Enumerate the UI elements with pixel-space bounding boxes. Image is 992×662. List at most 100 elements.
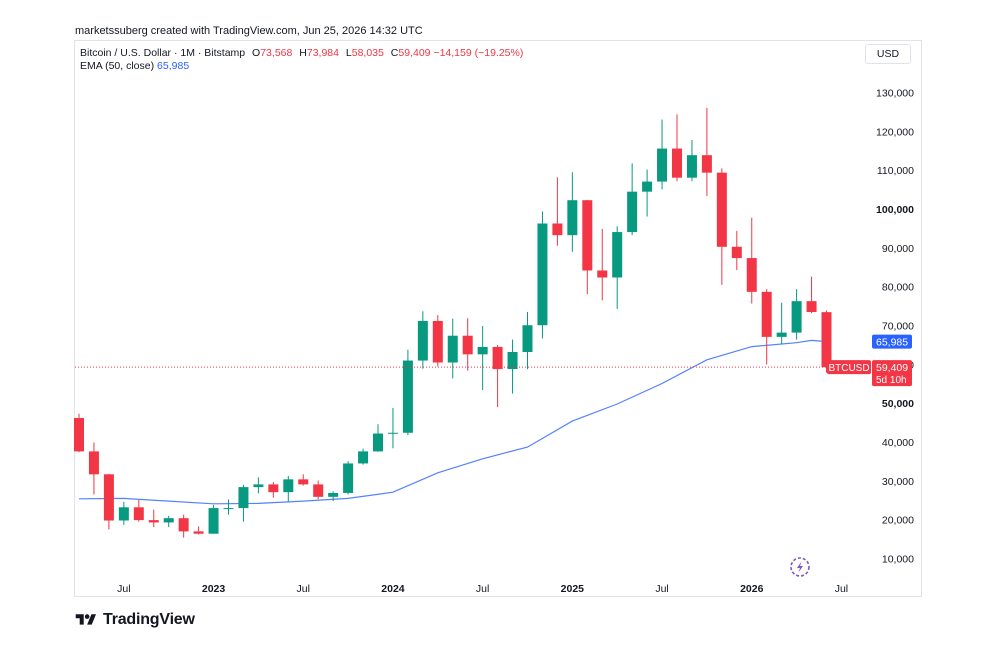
y-tick-label: 100,000 (876, 204, 914, 216)
y-tick-label: 80,000 (882, 282, 914, 294)
x-tick-label: 2023 (202, 583, 226, 595)
countdown-text: 5d 10h (876, 375, 907, 386)
candle (343, 461, 354, 495)
replay-icon[interactable] (790, 557, 810, 577)
tradingview-logo[interactable]: TradingView (74, 611, 195, 629)
chart-credit: marketssuberg created with TradingView.c… (75, 25, 423, 37)
candle (298, 474, 309, 486)
x-tick-label: Jul (835, 583, 848, 595)
candle-body (761, 291, 772, 337)
open-value: 73,568 (260, 47, 293, 59)
ema-price-text: 65,985 (876, 337, 908, 349)
candle-body (657, 148, 668, 182)
candle-body (806, 301, 817, 313)
candle (612, 226, 623, 309)
close-key: C (390, 47, 399, 59)
candle (657, 119, 668, 190)
y-tick-label: 90,000 (882, 243, 914, 255)
ema-line (78, 339, 827, 505)
candle-body (642, 181, 653, 192)
candle (492, 345, 503, 408)
candle-body (477, 346, 488, 355)
x-tick-label: Jul (476, 583, 489, 595)
candle (208, 504, 219, 534)
candle-body (627, 191, 638, 233)
candle-body (537, 223, 548, 326)
candle (103, 473, 114, 530)
currency-button[interactable]: USD (865, 44, 911, 64)
candle (597, 228, 608, 301)
candle (477, 326, 488, 391)
candle (163, 515, 174, 528)
y-tick-label: 40,000 (882, 437, 914, 449)
candle-body (672, 148, 682, 178)
candle-body (507, 352, 518, 370)
tradingview-logo-icon (75, 614, 96, 625)
candle (387, 407, 398, 449)
candle-body (238, 487, 249, 509)
candle (462, 318, 473, 371)
ema-legend-row[interactable]: EMA (50, close) 65,985 (80, 60, 523, 73)
candle (746, 217, 757, 304)
candle-body (387, 432, 398, 434)
candle-body (791, 301, 802, 333)
candle-body (462, 335, 473, 355)
candle-body (208, 508, 219, 534)
candle-body (358, 451, 369, 464)
candle (133, 499, 144, 522)
candle (178, 514, 189, 538)
candle (627, 163, 638, 236)
low-key: L (345, 47, 352, 59)
candle (238, 484, 249, 522)
candle (582, 199, 593, 295)
candle (761, 289, 772, 365)
candle-body (612, 232, 623, 278)
candle (522, 312, 533, 370)
candle (402, 349, 413, 436)
candle (417, 311, 428, 369)
x-axis[interactable]: Jul 2023 Jul 2024 Jul 2025 Jul 2026 Jul (117, 583, 848, 595)
y-tick-label: 20,000 (882, 515, 914, 527)
candle (373, 424, 383, 452)
candle (552, 177, 563, 246)
x-tick-label: 2026 (740, 583, 764, 595)
candle (686, 140, 697, 182)
candle-body (402, 360, 413, 433)
candle (447, 318, 458, 379)
candle-body (776, 332, 787, 337)
candle (567, 172, 578, 252)
candle (358, 448, 369, 465)
candle (701, 107, 712, 196)
last-price-tag (872, 360, 912, 387)
high-key: H (299, 47, 307, 59)
candle-body (343, 463, 354, 493)
candle-body (447, 335, 458, 363)
symbol-legend-row[interactable]: Bitcoin / U.S. Dollar · 1M · Bitstamp O7… (80, 47, 523, 60)
candle (223, 499, 234, 515)
symbol-name-tag (827, 360, 871, 375)
candle-body (701, 155, 712, 173)
x-tick-label: 2025 (561, 583, 585, 595)
y-axis[interactable]: 10,00020,00030,00040,00050,00060,00070,0… (876, 88, 914, 566)
candle (283, 475, 294, 502)
ema-label: EMA (50, close) (80, 60, 155, 72)
candle-body (522, 325, 533, 353)
candle (776, 302, 787, 345)
candle-body (148, 520, 159, 523)
candle (672, 114, 682, 182)
y-tick-label: 10,000 (882, 553, 914, 565)
close-value: 59,409 (398, 47, 431, 59)
ema-layer (78, 339, 827, 505)
candle (74, 413, 84, 453)
candle (268, 482, 279, 498)
candle-body (552, 223, 563, 236)
candle-body (118, 507, 129, 521)
candle-body (597, 270, 608, 278)
candle (642, 169, 653, 217)
symbol-name: Bitcoin / U.S. Dollar · 1M · Bitstamp (80, 47, 246, 59)
candle-body (746, 258, 757, 292)
y-tick-label: 30,000 (882, 476, 914, 488)
candle-body (686, 155, 697, 178)
